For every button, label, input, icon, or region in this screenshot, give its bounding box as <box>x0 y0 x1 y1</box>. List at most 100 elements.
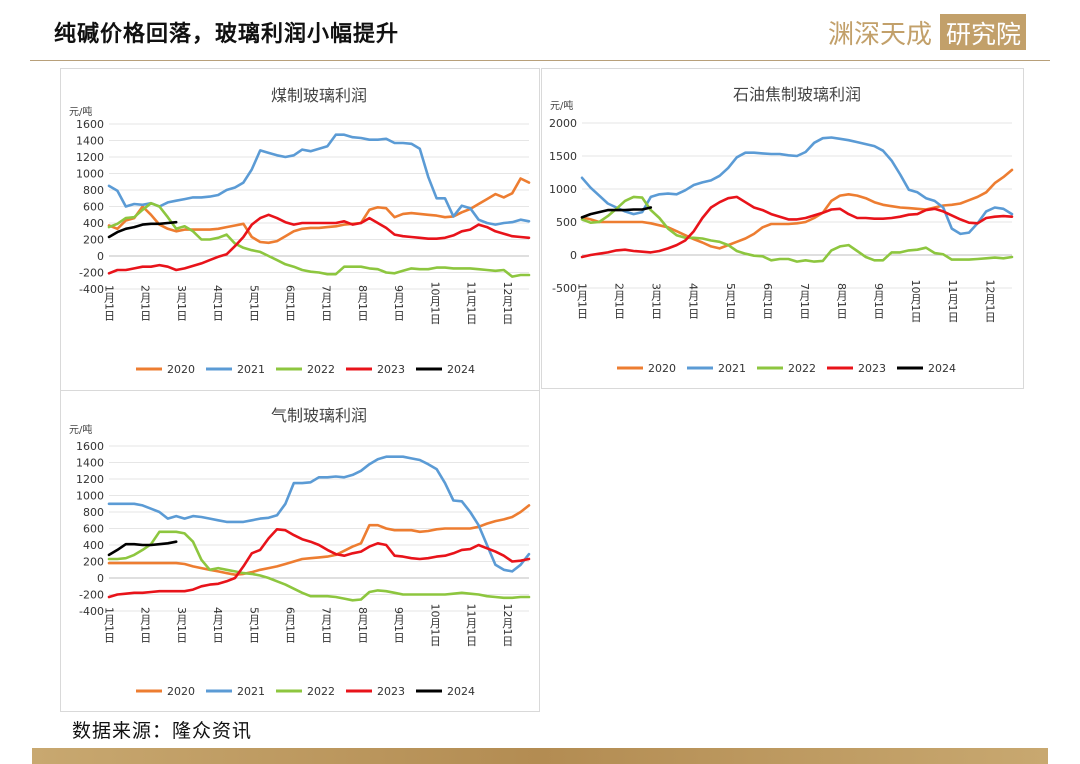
chart-panel-petcoke: 石油焦制玻璃利润 元/吨 -500 0 500 1000 1500 2000 1月1日 2月1日 3… <box>541 68 1024 389</box>
y-tick-label: -200 <box>79 267 104 280</box>
legend-label-2020: 2020 <box>648 362 676 375</box>
legend-label-2021: 2021 <box>237 363 265 376</box>
y-tick-label: 400 <box>83 217 104 230</box>
series-line-2023 <box>580 195 1014 259</box>
x-tick-label: 10月1日 <box>909 280 922 323</box>
x-tick-label: 6月1日 <box>761 283 774 319</box>
x-tick-label: 12月1日 <box>501 604 514 647</box>
logo-box <box>940 14 1026 50</box>
legend-label-2023: 2023 <box>377 685 405 698</box>
y-tick-label: -200 <box>79 589 104 602</box>
series-line-2022 <box>580 195 1014 263</box>
x-tick-label: 3月1日 <box>175 285 188 321</box>
chart-panel-gas: 气制玻璃利润 元/吨 -400 -200 0 200 400 600 800 1000 1200 14… <box>60 390 540 712</box>
y-tick-label: 600 <box>83 201 104 214</box>
x-tick-label: 6月1日 <box>284 607 297 643</box>
chart-title: 石油焦制玻璃利润 <box>733 85 861 104</box>
y-tick-label: 200 <box>83 556 104 569</box>
y-tick-label: 1400 <box>76 135 104 148</box>
x-tick-label: 8月1日 <box>356 285 369 321</box>
y-tick-label: 1000 <box>76 168 104 181</box>
series-line-2021 <box>107 133 531 226</box>
x-tick-label: 12月1日 <box>501 282 514 325</box>
x-tick-label: 11月1日 <box>465 604 478 647</box>
page-title: 纯碱价格回落，玻璃利润小幅提升 <box>54 22 400 47</box>
x-tick-label: 7月1日 <box>320 607 333 643</box>
x-tick-label: 1月1日 <box>103 285 116 321</box>
data-source-note: 数据来源：隆众资讯 <box>72 720 253 742</box>
x-tick-label: 5月1日 <box>247 607 260 643</box>
y-tick-label: 0 <box>570 249 577 262</box>
legend-label-2022: 2022 <box>307 685 335 698</box>
y-tick-label: 0 <box>97 572 104 585</box>
y-tick-label: 1600 <box>76 440 104 453</box>
chart-title: 煤制玻璃利润 <box>271 86 367 105</box>
logo-text-left: 渊深天成 <box>828 20 932 50</box>
x-tick-label: 2月1日 <box>139 607 152 643</box>
legend-label-2020: 2020 <box>167 363 195 376</box>
y-tick-label: 1000 <box>549 183 577 196</box>
x-tick-label: 11月1日 <box>946 280 959 323</box>
series-line-2023 <box>107 528 531 599</box>
x-tick-label: 10月1日 <box>428 282 441 325</box>
x-tick-label: 2月1日 <box>613 283 626 319</box>
legend-label-2023: 2023 <box>858 362 886 375</box>
series-line-2022 <box>107 530 531 602</box>
y-axis-unit: 元/吨 <box>69 105 92 118</box>
x-tick-label: 1月1日 <box>576 283 589 319</box>
x-tick-label: 4月1日 <box>211 607 224 643</box>
x-tick-label: 12月1日 <box>983 280 996 323</box>
series-line-2024 <box>580 206 653 219</box>
y-tick-label: 1200 <box>76 473 104 486</box>
x-tick-label: 9月1日 <box>392 285 405 321</box>
series-line-2023 <box>107 213 531 275</box>
y-tick-label: 0 <box>97 250 104 263</box>
chart-panel-coal: 煤制玻璃利润 元/吨 -400 -200 0 200 400 600 800 1000 1200 14… <box>60 68 540 392</box>
legend-label-2021: 2021 <box>718 362 746 375</box>
footer-bar <box>32 748 1048 764</box>
y-tick-label: -500 <box>552 282 577 295</box>
x-tick-label: 8月1日 <box>356 607 369 643</box>
y-axis-unit: 元/吨 <box>550 99 573 112</box>
logo-text-right: 研究院 <box>946 20 1021 49</box>
y-tick-label: 1400 <box>76 457 104 470</box>
brand-logo-icon: 渊深天成 研究院 <box>828 14 1026 50</box>
y-tick-label: 200 <box>83 234 104 247</box>
y-tick-label: -400 <box>79 605 104 618</box>
x-tick-label: 11月1日 <box>465 282 478 325</box>
x-tick-label: 4月1日 <box>687 283 700 319</box>
x-tick-label: 3月1日 <box>175 607 188 643</box>
legend-label-2023: 2023 <box>377 363 405 376</box>
y-tick-label: 1000 <box>76 490 104 503</box>
series-line-2024 <box>107 220 178 239</box>
x-tick-label: 3月1日 <box>650 283 663 319</box>
x-tick-label: 2月1日 <box>139 285 152 321</box>
legend-label-2024: 2024 <box>928 362 956 375</box>
y-tick-label: 800 <box>83 506 104 519</box>
chart-title: 气制玻璃利润 <box>271 406 367 425</box>
y-tick-label: 500 <box>556 216 577 229</box>
x-tick-label: 9月1日 <box>392 607 405 643</box>
y-tick-label: 1200 <box>76 151 104 164</box>
x-tick-label: 6月1日 <box>284 285 297 321</box>
x-tick-label: 5月1日 <box>724 283 737 319</box>
x-tick-label: 7月1日 <box>320 285 333 321</box>
x-tick-label: 8月1日 <box>835 283 848 319</box>
series-line-2024 <box>107 540 178 557</box>
x-tick-label: 9月1日 <box>872 283 885 319</box>
legend-label-2024: 2024 <box>447 363 475 376</box>
header-divider <box>30 60 1050 61</box>
legend-label-2021: 2021 <box>237 685 265 698</box>
x-tick-label: 7月1日 <box>798 283 811 319</box>
legend-label-2020: 2020 <box>167 685 195 698</box>
x-tick-label: 5月1日 <box>247 285 260 321</box>
y-axis-unit: 元/吨 <box>69 423 92 436</box>
y-tick-label: -400 <box>79 283 104 296</box>
series-line-2021 <box>107 455 531 573</box>
series-line-2021 <box>580 136 1014 236</box>
y-tick-label: 2000 <box>549 117 577 130</box>
y-tick-label: 600 <box>83 523 104 536</box>
